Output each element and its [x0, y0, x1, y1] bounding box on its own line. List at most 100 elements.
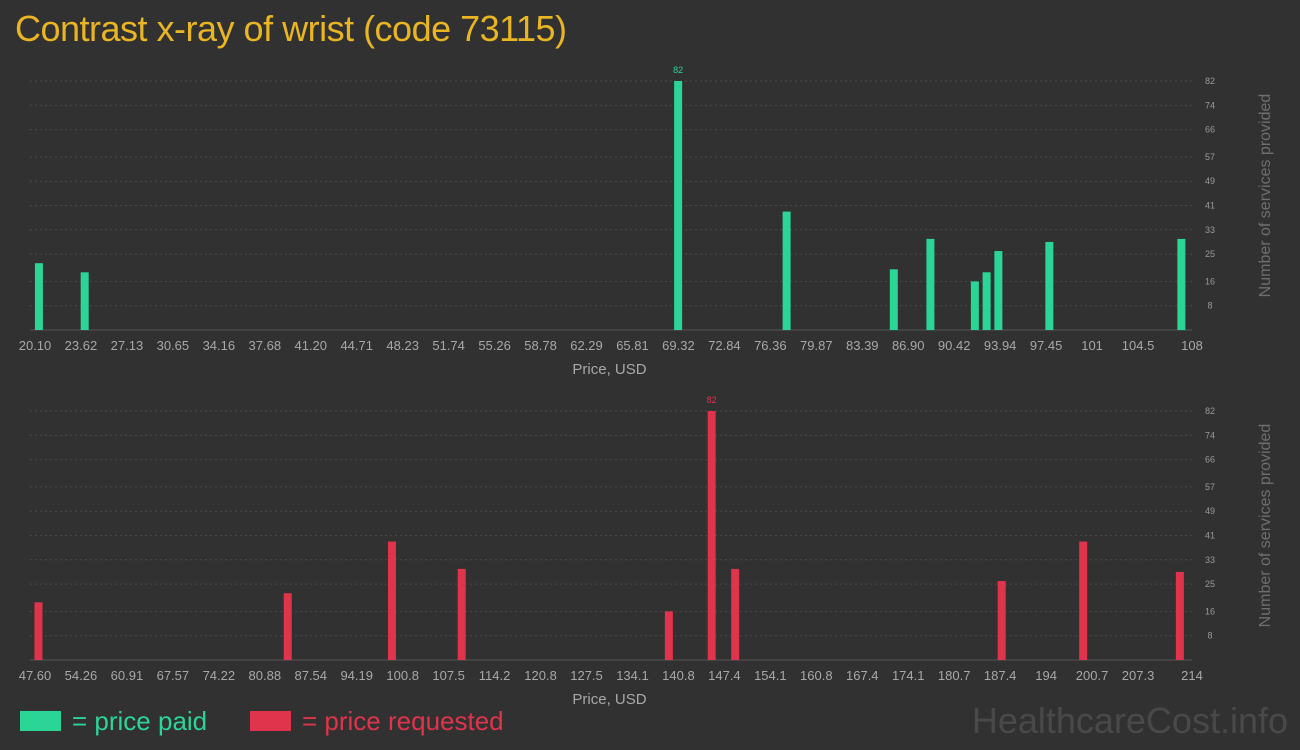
y-tick-label: 33 [1205, 555, 1215, 565]
x-tick-label: 167.4 [846, 668, 879, 683]
bar [387, 541, 396, 660]
x-tick-label: 200.7 [1076, 668, 1109, 683]
bar [1079, 541, 1088, 660]
chart-title: Contrast x-ray of wrist (code 73115) [15, 8, 567, 49]
x-tick-label: 154.1 [754, 668, 787, 683]
y-tick-label: 8 [1207, 631, 1212, 641]
y-tick-label: 16 [1205, 276, 1215, 286]
bar [1175, 571, 1184, 660]
x-tick-label: 107.5 [432, 668, 465, 683]
x-tick-label: 101 [1081, 338, 1103, 353]
y-axis-label: Number of services provided [1257, 94, 1274, 298]
x-tick-label: 214 [1181, 668, 1203, 683]
x-tick-label: 180.7 [938, 668, 971, 683]
x-tick-label: 47.60 [19, 668, 52, 683]
bar [457, 568, 466, 660]
x-tick-label: 60.91 [111, 668, 144, 683]
legend-label-paid: = price paid [72, 706, 208, 736]
x-tick-label: 114.2 [479, 668, 511, 683]
x-tick-label: 147.4 [708, 668, 741, 683]
y-tick-label: 41 [1205, 201, 1215, 211]
x-tick-label: 62.29 [570, 338, 603, 353]
y-tick-label: 66 [1205, 455, 1215, 465]
x-tick-label: 27.13 [111, 338, 144, 353]
x-tick-label: 76.36 [754, 338, 787, 353]
chart-panel-1: 8 16 25 33 41 49 57 66 74 82 20.10 23.62 27.13 30.65 3… [19, 65, 1274, 378]
watermark: HealthcareCost.info [971, 700, 1288, 741]
y-axis-label: Number of services provided [1257, 424, 1274, 628]
x-tick-label: 48.23 [386, 338, 419, 353]
bar [34, 602, 43, 660]
bar [664, 611, 673, 660]
x-tick-label: 20.10 [19, 338, 52, 353]
bar [970, 281, 979, 330]
x-tick-label: 187.4 [984, 668, 1017, 683]
x-tick-label: 104.5 [1122, 338, 1155, 353]
legend-swatch-paid [20, 711, 61, 731]
bar [80, 272, 89, 330]
x-tick-label: 74.22 [203, 668, 236, 683]
y-tick-label: 25 [1205, 249, 1215, 259]
x-tick-label: 108 [1181, 338, 1203, 353]
bar [926, 238, 935, 330]
y-tick-label: 8 [1207, 301, 1212, 311]
bar [997, 581, 1006, 660]
y-tick-label: 66 [1205, 125, 1215, 135]
x-tick-label: 194 [1035, 668, 1057, 683]
legend-label-requested: = price requested [302, 706, 504, 736]
x-tick-label: 83.39 [846, 338, 879, 353]
x-tick-label: 86.90 [892, 338, 925, 353]
bar [782, 211, 791, 330]
x-tick-label: 207.3 [1122, 668, 1155, 683]
x-tick-label: 160.8 [800, 668, 833, 683]
x-tick-label: 51.74 [432, 338, 465, 353]
y-tick-label: 41 [1205, 531, 1215, 541]
y-tick-label: 74 [1205, 430, 1215, 440]
bar [982, 272, 991, 330]
bar [994, 251, 1003, 330]
bar [731, 568, 740, 660]
x-tick-label: 93.94 [984, 338, 1017, 353]
bar [707, 411, 716, 660]
y-tick-label: 33 [1205, 225, 1215, 235]
x-tick-label: 41.20 [294, 338, 327, 353]
x-tick-label: 67.57 [157, 668, 190, 683]
bar-value-label: 82 [707, 395, 717, 405]
x-axis-label: Price, USD [572, 691, 646, 708]
bar [283, 593, 292, 660]
x-tick-label: 79.87 [800, 338, 833, 353]
x-tick-label: 23.62 [65, 338, 98, 353]
x-tick-label: 72.84 [708, 338, 741, 353]
x-tick-label: 65.81 [616, 338, 649, 353]
y-tick-label: 57 [1205, 152, 1215, 162]
y-tick-label: 49 [1205, 506, 1215, 516]
x-axis-label: Price, USD [572, 361, 646, 378]
bar-value-label: 82 [673, 65, 683, 75]
x-tick-label: 100.8 [386, 668, 419, 683]
x-tick-label: 94.19 [340, 668, 373, 683]
x-tick-label: 44.71 [340, 338, 373, 353]
x-tick-label: 30.65 [157, 338, 190, 353]
x-tick-label: 134.1 [616, 668, 649, 683]
bar [1045, 241, 1054, 330]
y-tick-label: 49 [1205, 176, 1215, 186]
y-tick-label: 82 [1205, 406, 1215, 416]
x-tick-label: 90.42 [938, 338, 971, 353]
bar [889, 269, 898, 330]
y-tick-label: 16 [1205, 606, 1215, 616]
x-tick-label: 37.68 [249, 338, 282, 353]
x-tick-label: 54.26 [65, 668, 98, 683]
x-tick-label: 127.5 [570, 668, 603, 683]
y-tick-label: 57 [1205, 482, 1215, 492]
x-tick-label: 55.26 [478, 338, 511, 353]
bar [1177, 238, 1186, 330]
x-tick-label: 87.54 [294, 668, 327, 683]
x-tick-label: 58.78 [524, 338, 557, 353]
y-tick-label: 74 [1205, 100, 1215, 110]
x-tick-label: 140.8 [662, 668, 695, 683]
y-tick-label: 25 [1205, 579, 1215, 589]
y-tick-label: 82 [1205, 76, 1215, 86]
x-tick-label: 69.32 [662, 338, 695, 353]
x-tick-label: 120.8 [524, 668, 557, 683]
